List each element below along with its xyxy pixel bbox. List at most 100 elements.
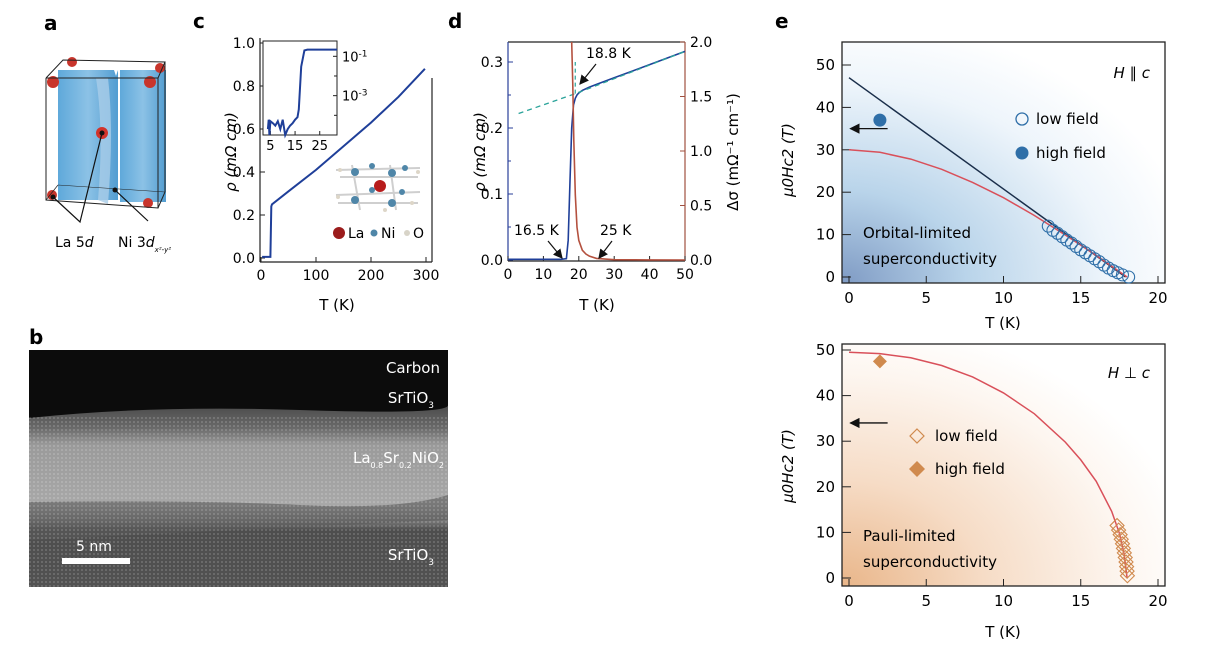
- arrow-18-8K: [579, 63, 597, 85]
- fit-line-WHH-fit-e1-plot: [848, 149, 1128, 278]
- panel-b: b Carbon SrTiO3 La0.8Sr0.2NiO2 SrTiO3 5 …: [29, 325, 449, 587]
- legend-label-o: O: [413, 226, 424, 242]
- x-tick-label-d: 50: [676, 267, 694, 283]
- y-tick-label-left-d: 0.0: [481, 253, 503, 269]
- panel-e: e 0 10 20 30 40 50 0 5 10 15 20 0 10 20 30 40 50 0 5 10 15 2…: [775, 9, 1168, 641]
- y-tick-label-c: 0.6: [233, 122, 255, 138]
- data-point-low-field-e2-plot: [1118, 558, 1135, 575]
- field-orientation-e-bottom: H ⊥ c: [1108, 364, 1151, 382]
- y-tick-label-e1-plot: 0: [825, 268, 835, 286]
- panel-label-d: d: [448, 9, 462, 33]
- data-point-low-field-e1-plot: [1051, 226, 1065, 240]
- legend-label-low-field-bottom: low field: [935, 427, 998, 445]
- series-line-resistivity-c: [262, 68, 426, 258]
- y-tick-label-left-d: 0.3: [481, 55, 503, 71]
- y-tick-label-right-d: 2.0: [690, 35, 712, 51]
- y-tick-label-e1-plot: 50: [816, 56, 835, 74]
- layer-label-lsno: La0.8Sr0.2NiO2: [353, 449, 444, 470]
- x-tick-label-d: 40: [641, 267, 659, 283]
- annotation-16-5K: 16.5 K: [514, 223, 560, 239]
- y-tick-label-c: 0.0: [233, 251, 255, 267]
- data-point-high-field-e2-plot: [872, 354, 887, 369]
- layer-label-srtio3-bottom: SrTiO3: [388, 546, 434, 568]
- legend-label-ni: Ni: [381, 226, 395, 242]
- data-point-low-field-e2-plot: [1114, 536, 1131, 552]
- region-label-e-bottom-line1: Pauli-limited: [863, 527, 956, 545]
- y-tick-label-e1-plot: 40: [816, 98, 835, 116]
- x-tick-label-e1-plot: 10: [994, 289, 1013, 307]
- region-label-e-top-line2: superconductivity: [863, 250, 997, 268]
- x-tick-label-e1-plot: 20: [1148, 289, 1167, 307]
- data-point-low-field-e2-plot: [1109, 517, 1125, 534]
- legend-marker-ni: [370, 229, 378, 237]
- legend-label-high-field-top: high field: [1036, 144, 1106, 162]
- y-tick-label-c: 0.4: [233, 165, 255, 181]
- legend-marker-low-field-top: [1015, 112, 1029, 126]
- panel-d: d 0.0 0.1 0.2 0.3 0.0 0.5 1.0 1.5 2.0 0 10 20 30 40 50…: [448, 9, 742, 314]
- plot-d: 0.0 0.1 0.2 0.3 0.0 0.5 1.0 1.5 2.0 0 10 20 30 40 50: [481, 35, 713, 283]
- legend-marker-high-field-top: [1015, 146, 1029, 160]
- data-point-low-field-e1-plot: [1069, 239, 1083, 254]
- scale-bar-label: 5 nm: [76, 539, 112, 555]
- y-axis-label-e-top: μ0Hc2 (T): [779, 123, 797, 198]
- x-tick-label-c: 200: [358, 268, 385, 284]
- data-point-low-field-e1-plot: [1055, 230, 1069, 244]
- stem-image: [29, 350, 449, 587]
- legend-label-high-field-bottom: high field: [935, 460, 1005, 478]
- data-point-low-field-e1-plot: [1092, 255, 1106, 269]
- legend-marker-high-field-bottom: [909, 461, 925, 477]
- scale-bar: [62, 558, 130, 564]
- x-axis-label-c: T (K): [318, 296, 354, 314]
- panel-label-b: b: [29, 325, 43, 349]
- field-orientation-e-top: H ∥ c: [1113, 64, 1150, 82]
- x-axis-label-e-bottom: T (K): [984, 623, 1020, 641]
- y-axis-label-d-left: ρ (mΩ cm): [471, 112, 489, 192]
- region-label-e-top-line1: Orbital-limited: [863, 224, 971, 242]
- panel-a: a La 5d Ni 3dx: [44, 11, 171, 254]
- arrow-16-5K: [547, 240, 563, 259]
- y-tick-label-right-d: 1.5: [690, 90, 712, 106]
- plot-e-bottom: 0 10 20 30 40 50 0 5 10 15 20: [816, 341, 1168, 610]
- inset-y-tick-label-c: 10-3: [342, 89, 368, 105]
- y-tick-label-e2-plot: 50: [816, 341, 835, 359]
- y-tick-label-c: 0.2: [233, 208, 255, 224]
- x-tick-label-c: 300: [413, 268, 440, 284]
- fermi-surface-cell: [45, 57, 166, 224]
- y-tick-label-e2-plot: 40: [816, 387, 835, 405]
- legend-marker-la: [333, 227, 345, 239]
- y-axis-label-c: ρ (mΩ cm): [222, 112, 240, 192]
- y-tick-label-left-d: 0.2: [481, 121, 503, 137]
- data-point-low-field-e2-plot: [1110, 522, 1127, 538]
- x-tick-label-e2-plot: 20: [1148, 592, 1167, 610]
- y-tick-label-left-d: 0.1: [481, 187, 503, 203]
- legend-marker-low-field-bottom: [909, 428, 925, 444]
- y-tick-label-right-d: 1.0: [690, 144, 712, 160]
- y-tick-label-e2-plot: 20: [816, 478, 835, 496]
- y-tick-label-e2-plot: 30: [816, 432, 835, 450]
- panel-label-a: a: [44, 11, 58, 35]
- x-tick-label-e2-plot: 5: [921, 592, 931, 610]
- data-point-low-field-e2-plot: [1119, 567, 1136, 584]
- data-point-low-field-e2-plot: [1119, 563, 1135, 579]
- series-line-resistivity-d: [508, 50, 686, 261]
- y-tick-label-e1-plot: 10: [816, 226, 835, 244]
- crystal-structure-illustration: [335, 163, 421, 212]
- y-tick-label-e1-plot: 30: [816, 141, 835, 159]
- x-tick-label-c: 100: [303, 268, 330, 284]
- annotation-25K: 25 K: [600, 223, 632, 239]
- x-tick-label-e2-plot: 10: [994, 592, 1013, 610]
- data-point-low-field-e2-plot: [1118, 554, 1134, 570]
- y-tick-label-c: 1.0: [233, 36, 255, 52]
- x-axis-label-d: T (K): [578, 296, 614, 314]
- data-point-low-field-e2-plot: [1112, 526, 1128, 543]
- la-5d-label: La 5d: [55, 235, 94, 251]
- x-tick-label-d: 10: [534, 267, 552, 283]
- inset-x-tick-label-c: 25: [311, 139, 328, 154]
- inset-x-tick-label-c: 5: [266, 139, 274, 154]
- data-point-low-field-e2-plot: [1117, 549, 1134, 566]
- x-tick-label-c: 0: [257, 268, 266, 284]
- plot-c: 0.0 0.2 0.4 0.6 0.8 1.0 0 100 200 300 5 15 25 10-1 10-…: [233, 36, 440, 284]
- plot-e-top: 0 10 20 30 40 50 0 5 10 15 20: [816, 41, 1168, 307]
- layer-label-srtio3-top: SrTiO3: [388, 389, 434, 411]
